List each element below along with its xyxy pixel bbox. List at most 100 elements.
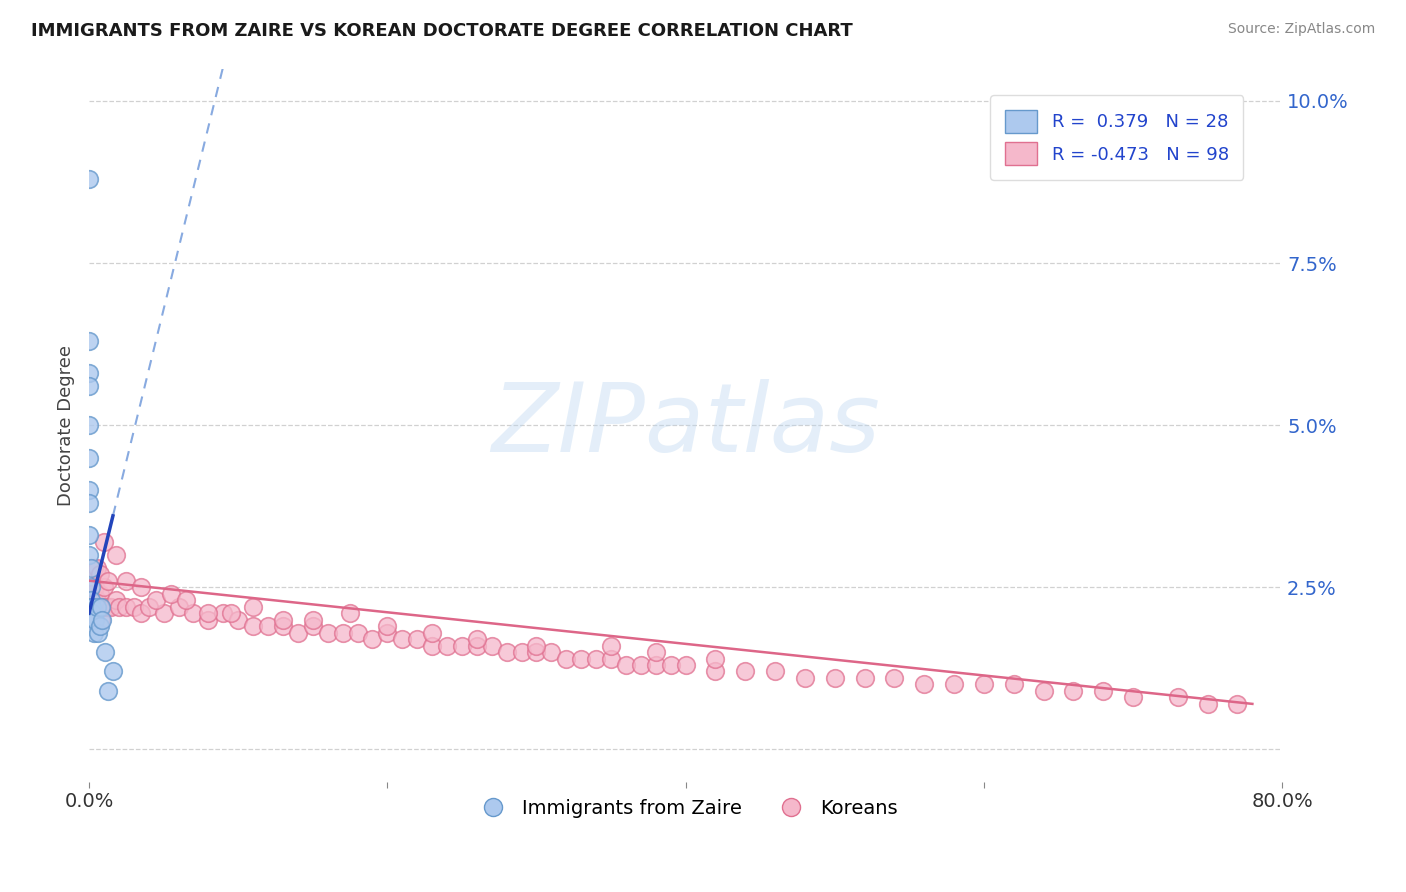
Point bbox=[183, 606, 205, 620]
Point bbox=[91, 613, 114, 627]
Point bbox=[160, 587, 183, 601]
Point bbox=[824, 671, 846, 685]
Point bbox=[883, 671, 905, 685]
Point bbox=[89, 567, 111, 582]
Point bbox=[912, 677, 935, 691]
Point bbox=[86, 593, 108, 607]
Text: IMMIGRANTS FROM ZAIRE VS KOREAN DOCTORATE DEGREE CORRELATION CHART: IMMIGRANTS FROM ZAIRE VS KOREAN DOCTORAT… bbox=[31, 22, 852, 40]
Point bbox=[77, 548, 100, 562]
Point bbox=[115, 599, 138, 614]
Point bbox=[540, 645, 562, 659]
Point bbox=[93, 580, 115, 594]
Point bbox=[89, 587, 111, 601]
Point bbox=[80, 613, 103, 627]
Point bbox=[83, 625, 105, 640]
Point bbox=[79, 560, 101, 574]
Point bbox=[77, 418, 100, 433]
Point bbox=[1226, 697, 1249, 711]
Point bbox=[80, 587, 103, 601]
Point bbox=[614, 658, 637, 673]
Point bbox=[80, 606, 103, 620]
Point bbox=[197, 606, 219, 620]
Point bbox=[197, 613, 219, 627]
Point bbox=[271, 613, 294, 627]
Point bbox=[465, 639, 488, 653]
Point bbox=[659, 658, 682, 673]
Point bbox=[377, 625, 399, 640]
Point bbox=[973, 677, 995, 691]
Point bbox=[763, 665, 786, 679]
Point bbox=[80, 599, 103, 614]
Point bbox=[83, 599, 105, 614]
Point bbox=[77, 496, 100, 510]
Point bbox=[77, 450, 100, 465]
Point bbox=[301, 619, 323, 633]
Text: ZIPatlas: ZIPatlas bbox=[491, 378, 880, 472]
Point bbox=[242, 599, 264, 614]
Point bbox=[1092, 684, 1115, 698]
Point bbox=[675, 658, 697, 673]
Point bbox=[96, 599, 118, 614]
Point bbox=[704, 651, 727, 665]
Point bbox=[86, 560, 108, 574]
Point bbox=[644, 658, 666, 673]
Point bbox=[451, 639, 474, 653]
Point bbox=[1197, 697, 1219, 711]
Point bbox=[79, 593, 101, 607]
Point bbox=[129, 606, 152, 620]
Point bbox=[510, 645, 533, 659]
Point bbox=[420, 639, 443, 653]
Point bbox=[346, 625, 368, 640]
Point bbox=[226, 613, 249, 627]
Point bbox=[86, 599, 108, 614]
Point bbox=[1002, 677, 1025, 691]
Point bbox=[943, 677, 966, 691]
Point bbox=[104, 548, 127, 562]
Point bbox=[219, 606, 242, 620]
Point bbox=[465, 632, 488, 646]
Point bbox=[77, 613, 100, 627]
Point bbox=[526, 645, 548, 659]
Point bbox=[79, 599, 101, 614]
Point bbox=[271, 619, 294, 633]
Point bbox=[100, 599, 122, 614]
Point bbox=[339, 606, 361, 620]
Point bbox=[794, 671, 817, 685]
Point bbox=[77, 379, 100, 393]
Point bbox=[495, 645, 517, 659]
Point bbox=[145, 593, 167, 607]
Point bbox=[84, 613, 107, 627]
Point bbox=[1032, 684, 1054, 698]
Point bbox=[257, 619, 280, 633]
Point bbox=[101, 665, 124, 679]
Point bbox=[83, 613, 105, 627]
Point bbox=[89, 619, 111, 633]
Point bbox=[138, 599, 160, 614]
Legend: Immigrants from Zaire, Koreans: Immigrants from Zaire, Koreans bbox=[465, 791, 905, 825]
Point bbox=[600, 639, 623, 653]
Point bbox=[90, 613, 112, 627]
Point bbox=[83, 560, 105, 574]
Point bbox=[526, 639, 548, 653]
Point bbox=[630, 658, 652, 673]
Point bbox=[77, 334, 100, 348]
Point bbox=[287, 625, 309, 640]
Point bbox=[377, 619, 399, 633]
Point bbox=[406, 632, 429, 646]
Point bbox=[316, 625, 339, 640]
Point bbox=[242, 619, 264, 633]
Point bbox=[77, 483, 100, 497]
Point bbox=[97, 684, 120, 698]
Point bbox=[332, 625, 354, 640]
Point bbox=[600, 651, 623, 665]
Point bbox=[77, 528, 100, 542]
Point bbox=[704, 665, 727, 679]
Point bbox=[77, 171, 100, 186]
Point bbox=[174, 593, 197, 607]
Point bbox=[167, 599, 190, 614]
Point bbox=[84, 580, 107, 594]
Point bbox=[555, 651, 578, 665]
Point bbox=[644, 645, 666, 659]
Point bbox=[569, 651, 592, 665]
Point bbox=[436, 639, 458, 653]
